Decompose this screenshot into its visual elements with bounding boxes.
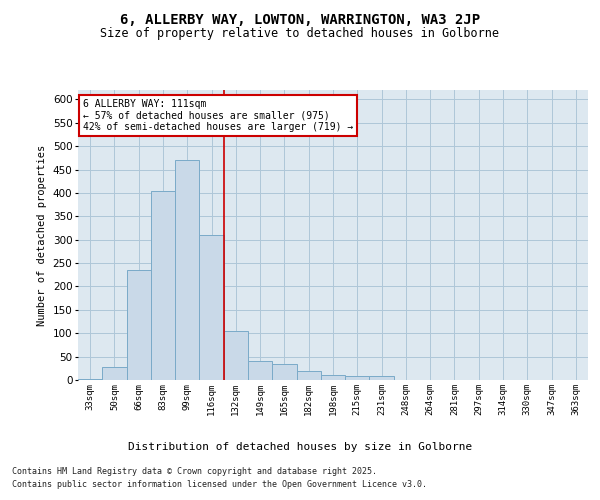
Bar bbox=[151, 190, 175, 380]
Bar bbox=[199, 235, 224, 380]
Bar bbox=[78, 379, 102, 380]
Bar bbox=[175, 160, 199, 380]
Text: Distribution of detached houses by size in Golborne: Distribution of detached houses by size … bbox=[128, 442, 472, 452]
Bar bbox=[102, 367, 127, 380]
Bar bbox=[296, 370, 321, 380]
Bar bbox=[345, 376, 370, 380]
Bar bbox=[248, 362, 272, 380]
Text: 6 ALLERBY WAY: 111sqm
← 57% of detached houses are smaller (975)
42% of semi-det: 6 ALLERBY WAY: 111sqm ← 57% of detached … bbox=[83, 98, 353, 132]
Text: Contains HM Land Registry data © Crown copyright and database right 2025.: Contains HM Land Registry data © Crown c… bbox=[12, 468, 377, 476]
Bar bbox=[224, 331, 248, 380]
Text: 6, ALLERBY WAY, LOWTON, WARRINGTON, WA3 2JP: 6, ALLERBY WAY, LOWTON, WARRINGTON, WA3 … bbox=[120, 12, 480, 26]
Text: Size of property relative to detached houses in Golborne: Size of property relative to detached ho… bbox=[101, 28, 499, 40]
Bar bbox=[127, 270, 151, 380]
Y-axis label: Number of detached properties: Number of detached properties bbox=[37, 144, 47, 326]
Bar bbox=[370, 376, 394, 380]
Bar bbox=[272, 364, 296, 380]
Bar bbox=[321, 376, 345, 380]
Text: Contains public sector information licensed under the Open Government Licence v3: Contains public sector information licen… bbox=[12, 480, 427, 489]
